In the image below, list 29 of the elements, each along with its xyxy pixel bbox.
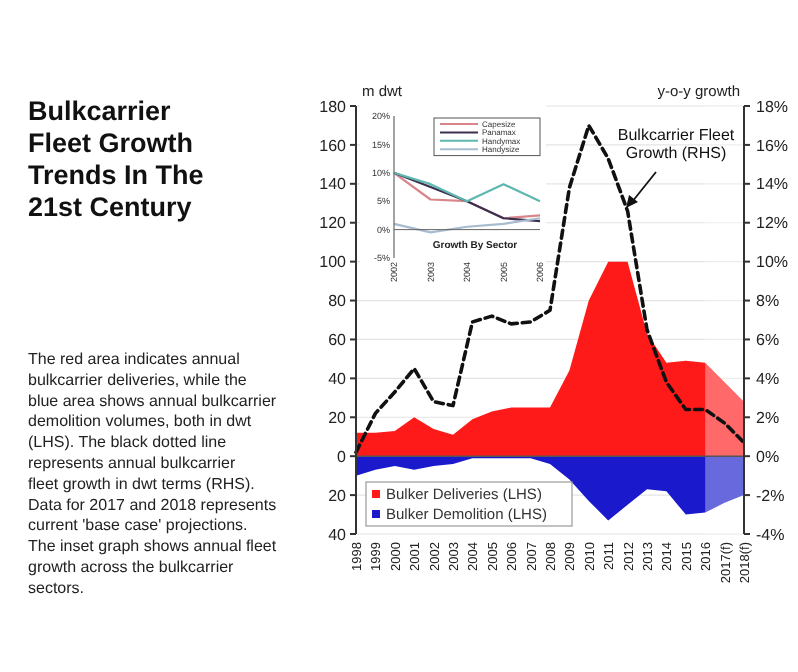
text: The red area indicates annual bulkcarrier deliveries, while the blue area shows annual bulkcarrier demolition volumes, both in dwt (LHS). The black dotted line represents annual bulkcarrier fleet growth in dwt terms (RHS). Data for 2017 and 2018 represents current 'base case' projections. The inset graph shows annual fleet growth across the bulkcarrier sectors. [28,350,277,597]
y-tick-label: 40 [328,525,348,544]
y-tick-label: 20 [328,408,348,427]
y-tick-label: 60 [328,331,348,350]
y2-tick-label: 6% [756,331,780,350]
line-series [354,123,746,455]
series-label: Bulkcarrier Fleet Growth (RHS) [617,126,736,162]
y2-tick-label: -4% [756,525,785,544]
y2-tick-label: 4% [756,369,780,388]
y2-tick-label: 14% [756,175,789,194]
y2-tick-label: 2% [756,408,780,427]
line-series [392,217,542,234]
y-tick-label: 20 [328,486,348,505]
y2-tick-label: 16% [756,136,789,155]
y2-tick-label: 12% [756,214,789,233]
y-tick-label: 100 [319,253,348,272]
y-tick-label: 140 [319,175,348,194]
y-tick-label: 180 [319,97,348,116]
y-tick-label: 0 [337,447,348,466]
y2-tick-label: 10% [756,253,789,272]
y-tick-label: 40 [328,369,348,388]
y-tick-label: 160 [319,136,348,155]
y2-tick-label: 0% [756,447,780,466]
y-tick-label: 120 [319,214,348,233]
y2-tick-label: 8% [756,292,780,311]
y2-tick-label: -2% [756,486,785,505]
text: Bulkcarrier Fleet Growth Trends In The 21st Century [28,96,205,222]
y2-tick-label: 18% [756,97,789,116]
y-tick-label: 80 [328,292,348,311]
